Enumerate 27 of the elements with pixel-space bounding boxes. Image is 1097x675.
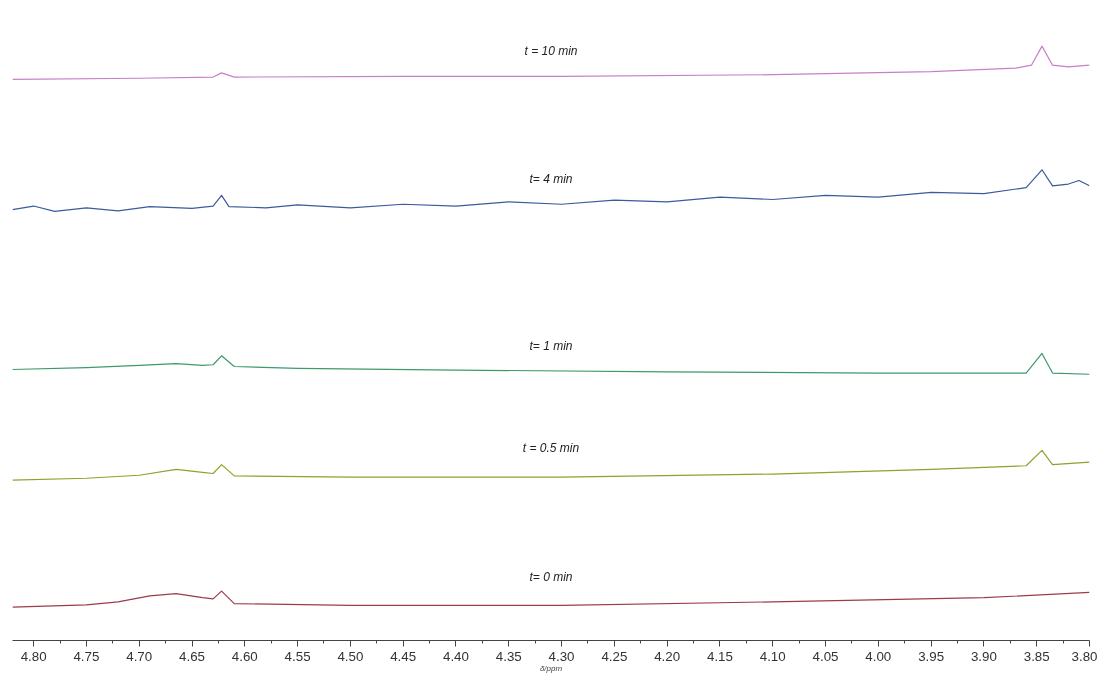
series-label: t= 4 min bbox=[529, 172, 573, 187]
x-tick-label: 4.80 bbox=[20, 648, 47, 664]
x-tick-label: 4.30 bbox=[548, 648, 575, 664]
x-tick-label: 4.35 bbox=[495, 648, 522, 664]
x-tick-label: 4.05 bbox=[812, 648, 839, 664]
series-label: t = 10 min bbox=[524, 43, 578, 58]
x-tick-label: 3.90 bbox=[970, 648, 997, 664]
x-tick-label: 4.60 bbox=[231, 648, 258, 664]
x-tick-label: 4.65 bbox=[179, 648, 205, 664]
series-label: t= 0 min bbox=[529, 569, 573, 584]
x-tick-label: 4.00 bbox=[865, 648, 892, 664]
series-label: t= 1 min bbox=[529, 338, 573, 353]
x-tick-label: 3.80 bbox=[1071, 648, 1097, 664]
x-tick-label: 4.25 bbox=[601, 648, 628, 664]
x-tick-label: 4.20 bbox=[654, 648, 681, 664]
x-tick-label: 4.10 bbox=[759, 648, 786, 664]
x-tick-label: 4.50 bbox=[337, 648, 364, 664]
x-axis-title: δ/ppm bbox=[539, 663, 563, 673]
x-tick-label: 4.70 bbox=[126, 648, 153, 664]
x-tick-label: 4.75 bbox=[73, 648, 100, 664]
x-tick-label: 4.45 bbox=[390, 648, 417, 664]
x-tick-label: 3.85 bbox=[1023, 648, 1050, 664]
x-tick-label: 4.40 bbox=[443, 648, 469, 664]
series-label: t = 0.5 min bbox=[522, 441, 580, 456]
x-tick-label: 4.55 bbox=[284, 648, 311, 664]
x-tick-label: 4.15 bbox=[706, 648, 733, 664]
x-tick-label: 3.95 bbox=[918, 648, 945, 664]
